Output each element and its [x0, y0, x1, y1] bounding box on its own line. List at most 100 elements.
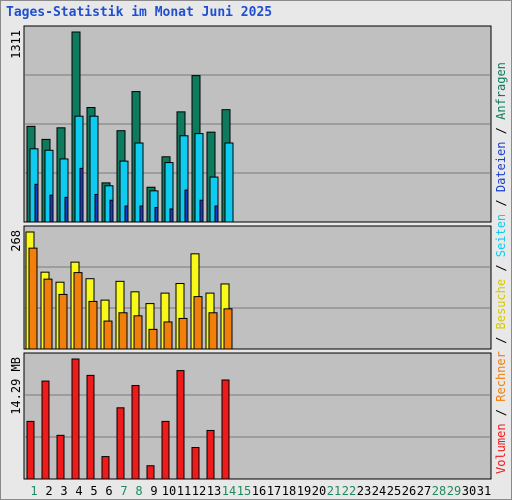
bar-rechner-day-3: [58, 293, 68, 350]
bar-dateien-day-12: [199, 199, 204, 223]
x-label-day-15: 15: [237, 484, 251, 498]
x-label-day-27: 27: [417, 484, 431, 498]
x-label-day-19: 19: [297, 484, 311, 498]
bar-dateien-day-11: [184, 189, 189, 223]
x-label-day-4: 4: [75, 484, 82, 498]
x-label-day-31: 31: [477, 484, 491, 498]
bar-rechner-day-14: [223, 308, 233, 350]
bar-rechner-day-7: [118, 312, 128, 350]
bar-dateien-day-6: [109, 199, 114, 223]
bar-dateien-day-10: [169, 208, 174, 223]
bar-volumen-day-1: [26, 420, 35, 480]
side-legend-item-rechner: Rechner: [494, 351, 508, 402]
bar-rechner-day-4: [73, 272, 83, 350]
side-legend-separator: /: [494, 402, 508, 424]
bar-rechner-day-11: [178, 317, 188, 350]
bar-volumen-day-2: [41, 380, 50, 480]
side-legend: Volumen / Rechner / Besuche / Seiten / D…: [494, 62, 508, 474]
bar-volumen-day-14: [221, 379, 230, 480]
bar-seiten-day-12: [194, 133, 204, 223]
bar-seiten-day-9: [149, 190, 159, 223]
x-label-day-10: 10: [162, 484, 176, 498]
bar-volumen-day-12: [191, 447, 200, 480]
bar-rechner-day-9: [148, 328, 158, 350]
x-label-day-5: 5: [90, 484, 97, 498]
x-label-day-23: 23: [357, 484, 371, 498]
bar-volumen-day-10: [161, 420, 170, 480]
x-label-day-17: 17: [267, 484, 281, 498]
bar-rechner-day-6: [103, 320, 113, 350]
side-legend-separator: /: [494, 329, 508, 351]
x-label-day-30: 30: [462, 484, 476, 498]
bar-seiten-day-14: [224, 142, 234, 223]
bar-volumen-day-13: [206, 429, 215, 480]
bar-seiten-day-2: [44, 149, 54, 223]
bar-dateien-day-13: [214, 205, 219, 223]
bar-rechner-day-12: [193, 296, 203, 350]
chart-panels: [23, 25, 492, 480]
side-legend-item-besuche: Besuche: [494, 279, 508, 330]
side-legend-separator: /: [494, 120, 508, 142]
bar-dateien-day-5: [94, 193, 99, 223]
x-label-day-16: 16: [252, 484, 266, 498]
y-axis-labels: 1311 268 14.29 MB: [9, 30, 23, 415]
bar-volumen-day-6: [101, 456, 110, 480]
x-label-day-9: 9: [150, 484, 157, 498]
bar-dateien-day-4: [79, 167, 84, 223]
panel-3-y-label: 14.29 MB: [9, 357, 23, 415]
bar-seiten-day-11: [179, 135, 189, 223]
bar-rechner-day-1: [28, 247, 38, 350]
panel-2-y-label: 268: [9, 230, 23, 252]
bar-seiten-day-8: [134, 142, 144, 223]
bar-seiten-day-5: [89, 115, 99, 223]
x-label-day-25: 25: [387, 484, 401, 498]
bar-volumen-day-9: [146, 465, 155, 480]
x-label-day-7: 7: [120, 484, 127, 498]
bar-dateien-day-8: [139, 205, 144, 223]
bar-volumen-day-3: [56, 434, 65, 480]
x-label-day-21: 21: [327, 484, 341, 498]
bar-volumen-day-7: [116, 407, 125, 480]
x-label-day-22: 22: [342, 484, 356, 498]
x-label-day-12: 12: [192, 484, 206, 498]
x-label-day-3: 3: [60, 484, 67, 498]
x-label-day-6: 6: [105, 484, 112, 498]
side-legend-item-seiten: Seiten: [494, 214, 508, 257]
bar-rechner-day-10: [163, 321, 173, 350]
side-legend-separator: /: [494, 257, 508, 279]
bar-dateien-day-2: [49, 194, 54, 223]
bar-seiten-day-3: [59, 158, 69, 223]
x-label-day-20: 20: [312, 484, 326, 498]
x-label-day-11: 11: [177, 484, 191, 498]
x-label-day-18: 18: [282, 484, 296, 498]
bar-seiten-day-10: [164, 162, 174, 223]
bar-volumen-day-5: [86, 374, 95, 480]
bar-seiten-day-7: [119, 160, 129, 223]
bar-volumen-day-8: [131, 385, 140, 480]
x-label-day-2: 2: [45, 484, 52, 498]
x-label-day-24: 24: [372, 484, 386, 498]
bar-rechner-day-5: [88, 300, 98, 350]
bar-volumen-day-11: [176, 370, 185, 480]
bar-dateien-day-3: [64, 196, 69, 223]
bar-seiten-day-13: [209, 176, 219, 223]
bar-dateien-day-1: [34, 183, 39, 223]
x-label-day-14: 14: [222, 484, 236, 498]
bar-volumen-day-4: [71, 358, 80, 480]
bar-rechner-day-2: [43, 278, 53, 350]
bar-dateien-day-7: [124, 205, 129, 223]
x-label-day-8: 8: [135, 484, 142, 498]
chart-title: Tages-Statistik im Monat Juni 2025: [6, 5, 273, 20]
x-label-day-29: 29: [447, 484, 461, 498]
bar-rechner-day-13: [208, 312, 218, 350]
side-legend-item-dateien: Dateien: [494, 142, 508, 193]
side-legend-item-volumen: Volumen: [494, 423, 508, 474]
bar-dateien-day-9: [154, 207, 159, 223]
x-label-day-13: 13: [207, 484, 221, 498]
x-axis-labels: 1 2 3 4 5 6 7 8 9 10 11 12 13 14 15 16 17 18 19 20 21 22 23 24 2…: [30, 484, 491, 498]
x-label-day-28: 28: [432, 484, 446, 498]
side-legend-item-anfragen: Anfragen: [494, 62, 508, 120]
panel-1-y-label: 1311: [9, 30, 23, 59]
